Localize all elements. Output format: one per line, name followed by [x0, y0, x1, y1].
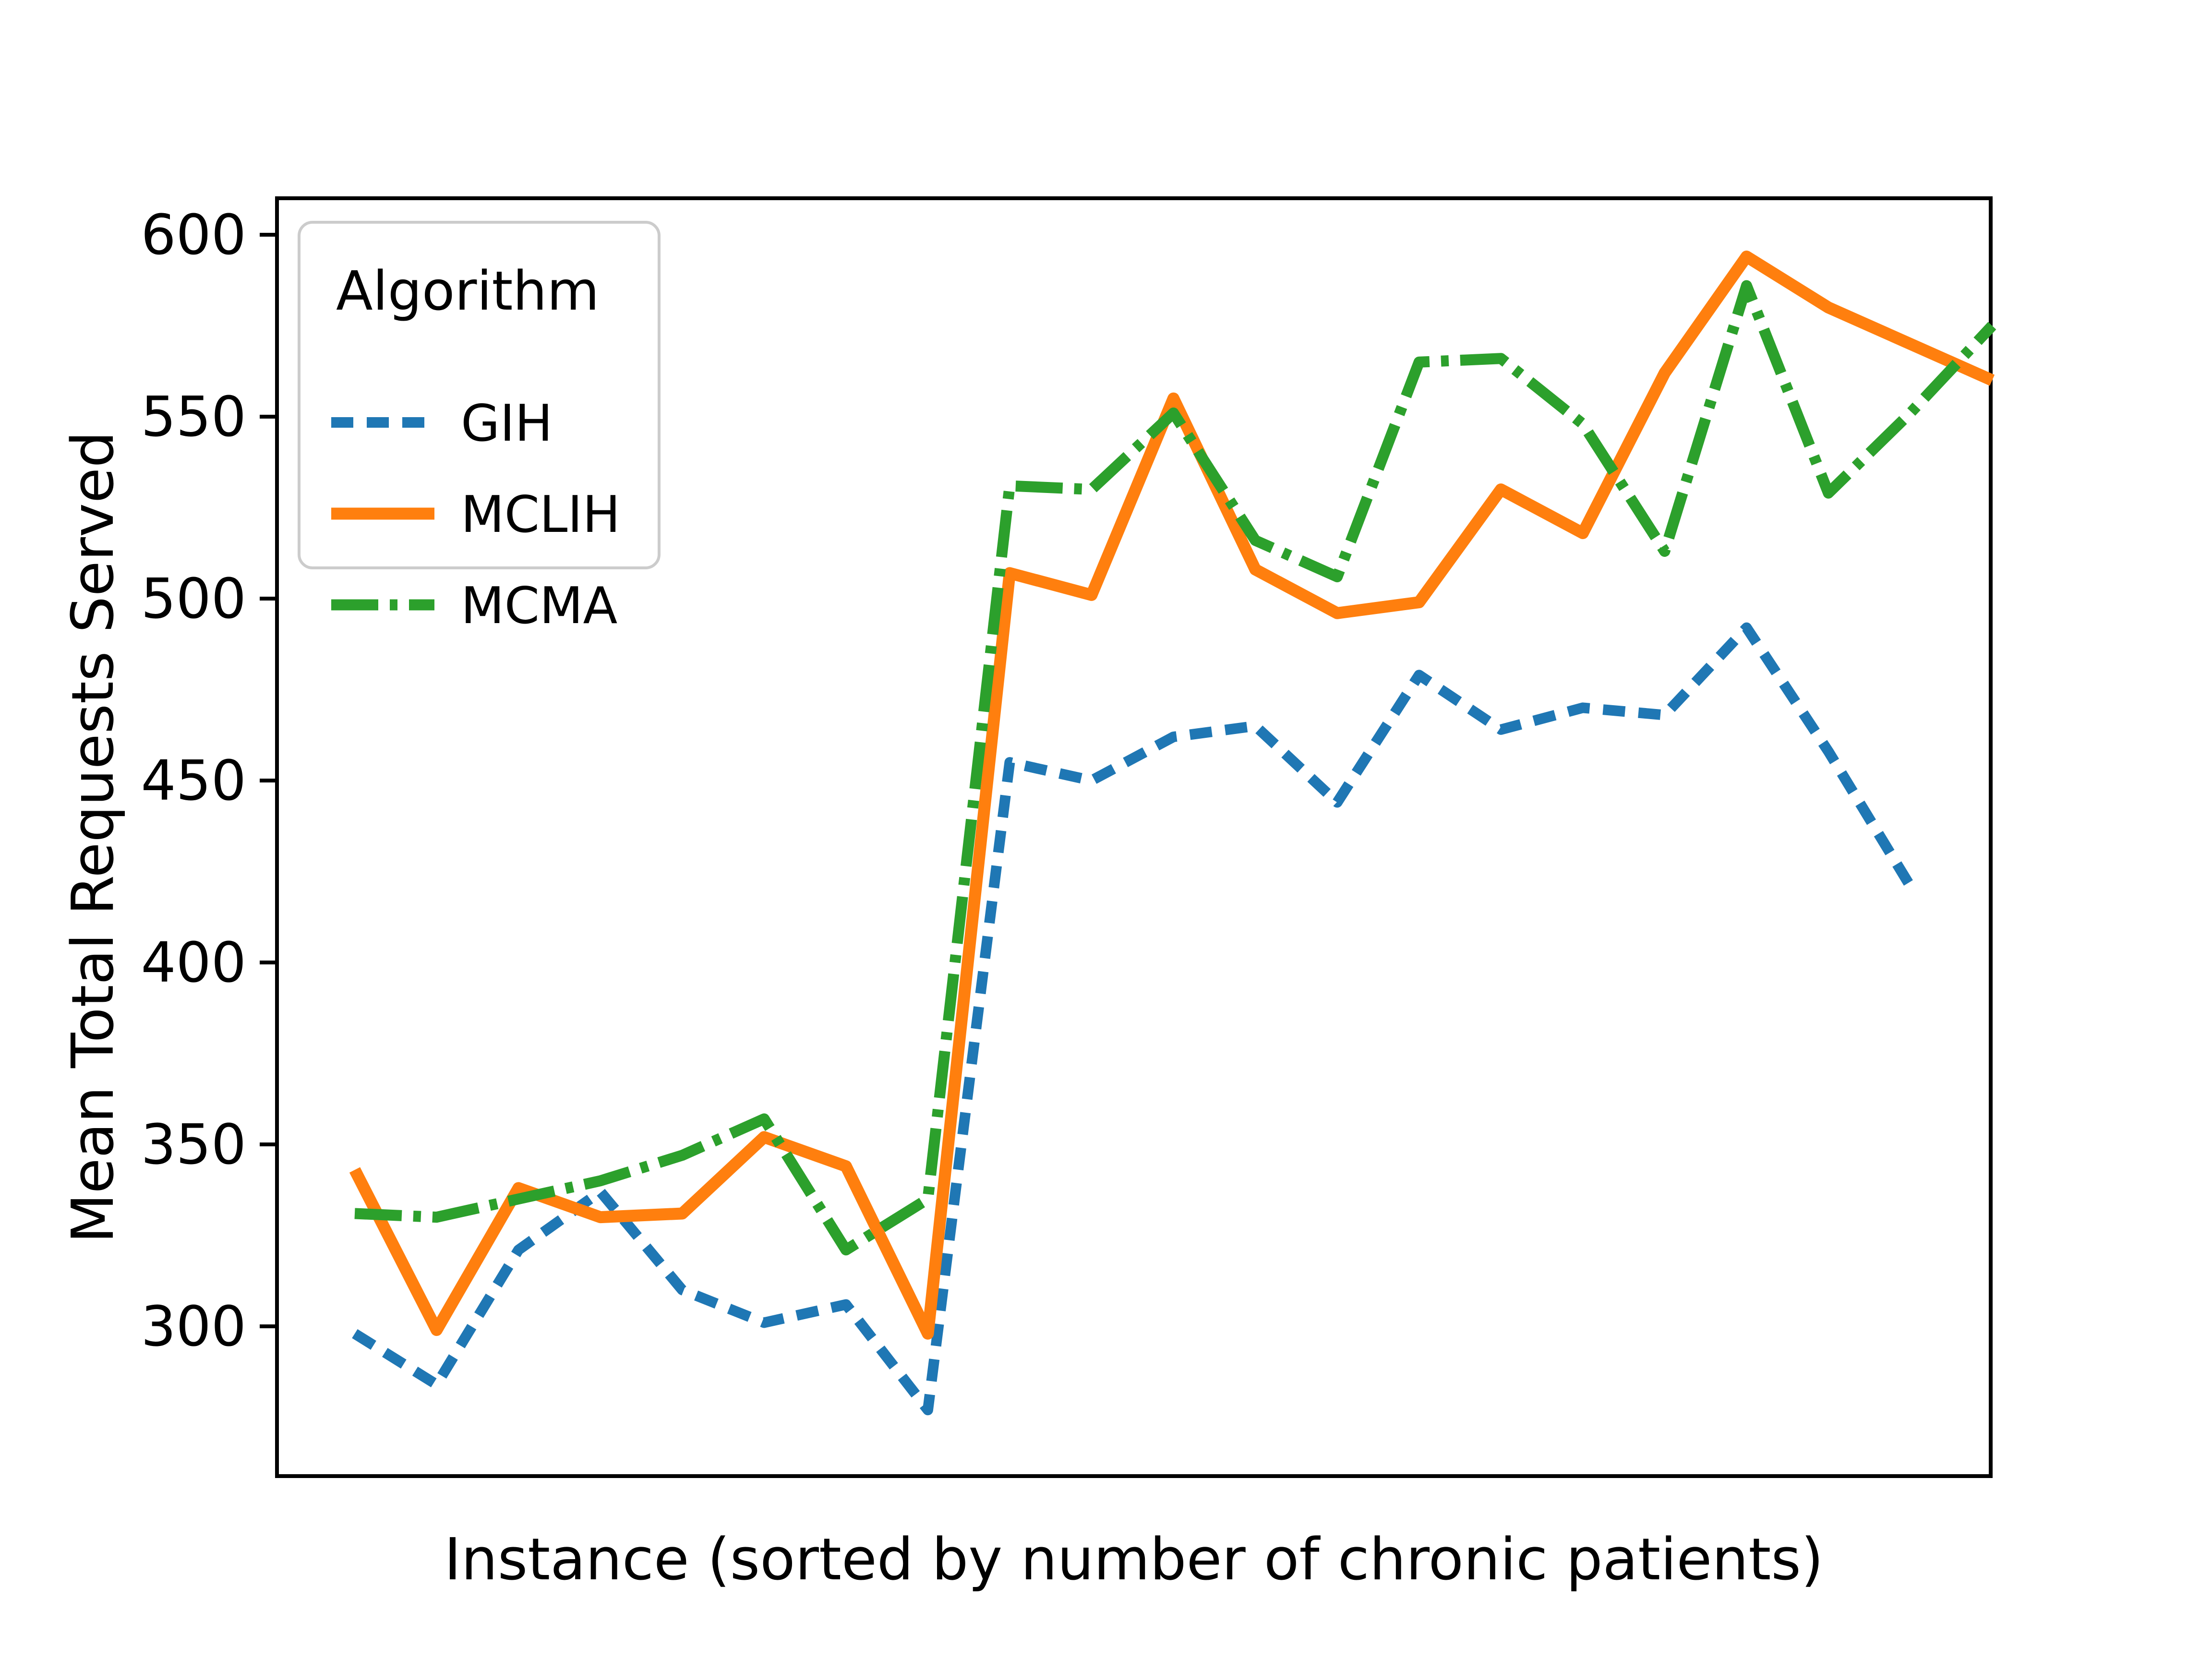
- x-axis-label: Instance (sorted by number of chronic pa…: [444, 1527, 1824, 1593]
- y-tick-label: 500: [141, 567, 247, 631]
- legend-label-mcma: MCMA: [461, 577, 617, 635]
- y-axis-label: Mean Total Requests Served: [60, 431, 127, 1243]
- y-tick-label: 400: [141, 931, 247, 995]
- series-line-mclih: [349, 251, 1995, 1340]
- axes-frame: [275, 196, 1993, 1478]
- y-tick-label: 450: [141, 749, 247, 813]
- legend: Algorithm GIH MCLIH MCMA: [298, 221, 661, 635]
- plot-series: [349, 251, 1996, 1416]
- y-tick-label: 300: [141, 1295, 247, 1359]
- legend-box: [298, 221, 661, 569]
- legend-label-mclih: MCLIH: [461, 485, 620, 544]
- y-tick-label: 350: [141, 1113, 247, 1177]
- legend-items: GIH MCLIH MCMA: [331, 394, 620, 635]
- y-tick-label: 550: [141, 385, 247, 449]
- series-line-mcma: [354, 280, 1996, 1256]
- legend-label-gih: GIH: [461, 394, 553, 453]
- legend-title: Algorithm: [336, 260, 600, 323]
- y-axis-ticks: 300 350 400 450 500 550 600: [141, 203, 277, 1359]
- y-tick-label: 600: [141, 203, 247, 267]
- series-line-gih: [352, 622, 1915, 1416]
